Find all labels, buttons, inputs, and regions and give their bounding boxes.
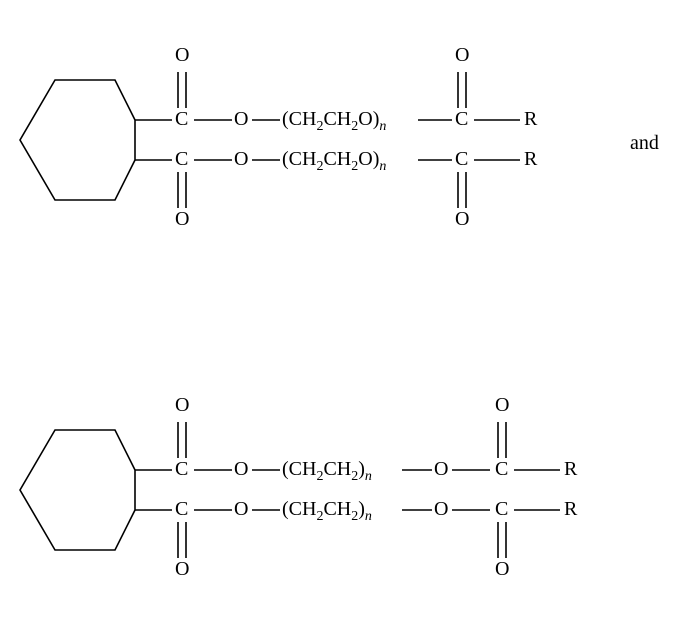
s2-O-mid1: O — [234, 458, 248, 481]
s2-C1: C — [175, 458, 188, 481]
s1-chain-top: (CH2CH2O)n — [282, 108, 386, 135]
s2-C4: C — [495, 498, 508, 521]
s2-O-bot1: O — [175, 558, 189, 581]
s2-O-top2: O — [495, 394, 509, 417]
s1-C2: C — [175, 148, 188, 171]
s1-O-bot1: O — [175, 208, 189, 231]
s2-O-mid4: O — [434, 498, 448, 521]
s2-R2: R — [564, 498, 577, 521]
s2-C3: C — [495, 458, 508, 481]
connector-and: and — [630, 132, 659, 155]
s2-R1: R — [564, 458, 577, 481]
s2-O-mid3: O — [434, 458, 448, 481]
structure-1: O C O (CH2CH2O)n C O R C O O (CH2CH2O)n … — [0, 20, 699, 260]
s2-O-bot2: O — [495, 558, 509, 581]
s2-chain-bot: (CH2CH2)n — [282, 498, 372, 525]
s2-C2: C — [175, 498, 188, 521]
s1-O-mid2: O — [234, 148, 248, 171]
s1-R1: R — [524, 108, 537, 131]
s2-O-top1: O — [175, 394, 189, 417]
s2-chain-top: (CH2CH2)n — [282, 458, 372, 485]
s1-O-top2: O — [455, 44, 469, 67]
structure-1-svg — [0, 20, 699, 260]
structure-2: O C O (CH2CH2)n O C O R C O O (CH2CH2)n … — [0, 370, 699, 610]
s1-O-top1: O — [175, 44, 189, 67]
s1-C4: C — [455, 148, 468, 171]
s1-O-bot2: O — [455, 208, 469, 231]
s1-C3: C — [455, 108, 468, 131]
s1-R2: R — [524, 148, 537, 171]
s1-O-mid1: O — [234, 108, 248, 131]
structure-2-svg — [0, 370, 699, 610]
s2-O-mid2: O — [234, 498, 248, 521]
s1-C1: C — [175, 108, 188, 131]
s1-chain-bot: (CH2CH2O)n — [282, 148, 386, 175]
